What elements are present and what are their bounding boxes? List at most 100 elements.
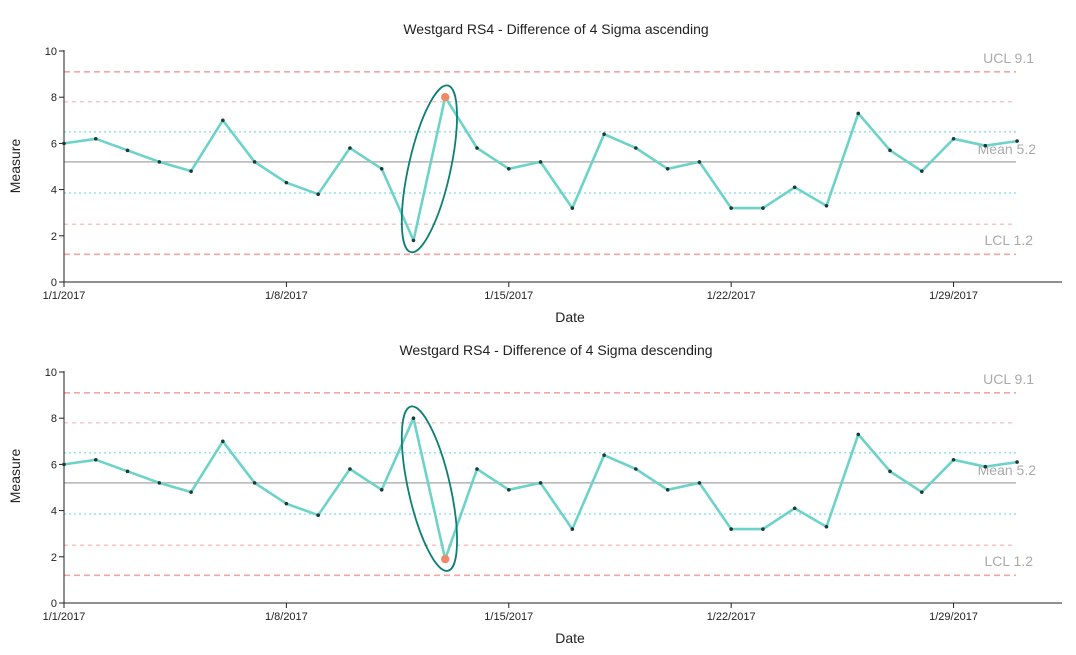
series-line <box>63 416 1018 561</box>
data-point <box>888 469 892 474</box>
data-point <box>252 481 257 485</box>
data-point <box>475 146 479 150</box>
data-point <box>252 160 257 164</box>
data-point <box>284 180 289 185</box>
series-line <box>63 95 1018 242</box>
data-point <box>697 481 702 485</box>
data-point <box>824 203 829 208</box>
y-tick-label: 2 <box>51 231 57 243</box>
data-point <box>538 481 543 485</box>
data-point <box>792 506 797 511</box>
data-point <box>951 457 956 462</box>
y-tick-label: 6 <box>51 138 57 150</box>
x-tick-label: 1/15/2017 <box>484 611 533 623</box>
data-point <box>634 467 638 471</box>
lcl-label-descending: LCL 1.2 <box>984 553 1033 569</box>
lcl-label-ascending: LCL 1.2 <box>984 232 1033 248</box>
data-point <box>379 167 384 171</box>
data-point <box>983 464 988 469</box>
x-tick-label: 1/22/2017 <box>707 611 756 623</box>
data-point <box>824 524 829 529</box>
data-point <box>506 488 511 492</box>
data-point <box>93 457 98 462</box>
x-tick-label: 1/1/2017 <box>43 611 86 623</box>
x-tick-label: 1/1/2017 <box>43 290 86 302</box>
y-tick-label: 0 <box>51 277 57 289</box>
data-point <box>761 527 765 531</box>
rule-violation-ellipse <box>400 405 458 572</box>
y-tick-label: 2 <box>51 552 57 564</box>
y-tick-label: 8 <box>51 92 57 104</box>
data-point <box>888 148 892 153</box>
data-point <box>1015 139 1019 143</box>
data-point <box>856 432 861 437</box>
data-point <box>538 160 543 164</box>
data-point <box>506 167 511 171</box>
x-tick-label: 1/8/2017 <box>265 290 308 302</box>
data-point <box>475 467 479 471</box>
y-tick-label: 4 <box>51 506 57 518</box>
data-point <box>919 490 924 494</box>
data-point <box>1015 460 1019 464</box>
data-point <box>93 136 98 141</box>
y-axis-title-ascending: Measure <box>7 139 23 194</box>
data-point <box>729 206 733 210</box>
data-point <box>570 206 575 210</box>
data-point <box>411 416 416 421</box>
data-point <box>983 143 988 148</box>
x-tick-label: 1/29/2017 <box>929 290 978 302</box>
data-point <box>157 160 162 164</box>
chart-title-descending: Westgard RS4 - Difference of 4 Sigma des… <box>399 342 712 358</box>
data-point <box>856 111 861 116</box>
data-point <box>125 148 130 153</box>
data-point <box>665 488 670 492</box>
violation-point <box>441 554 450 564</box>
data-point <box>221 439 225 444</box>
x-tick-label: 1/22/2017 <box>707 290 756 302</box>
data-point <box>189 490 193 494</box>
ucl-label-descending: UCL 9.1 <box>983 371 1034 387</box>
data-point <box>379 488 384 492</box>
rule-violation-ellipse <box>400 84 458 254</box>
data-point <box>221 118 225 123</box>
data-point <box>602 132 606 136</box>
data-point <box>348 467 352 471</box>
control-chart-ascending: 0 2 4 6 8 10 1/1/2017 1/8/2017 1/15/2017 1/22/201… <box>43 46 1062 302</box>
data-point <box>348 146 352 150</box>
data-point <box>316 192 320 197</box>
y-tick-label: 6 <box>51 459 57 471</box>
x-axis-title-descending: Date <box>555 630 585 646</box>
ucl-label-ascending: UCL 9.1 <box>983 50 1034 66</box>
data-point <box>602 453 606 457</box>
y-axis-title-descending: Measure <box>7 449 23 504</box>
control-chart-descending: 0 2 4 6 8 10 1/1/2017 1/8/2017 1/15/2017 1/22/201… <box>43 367 1062 623</box>
data-point <box>284 501 289 506</box>
data-point <box>411 238 416 243</box>
chart-title-ascending: Westgard RS4 - Difference of 4 Sigma asc… <box>403 21 708 37</box>
data-point <box>62 462 66 467</box>
data-point <box>62 141 66 146</box>
data-point <box>729 527 733 531</box>
y-tick-label: 4 <box>51 185 57 197</box>
data-point <box>125 469 130 474</box>
data-point <box>570 527 575 531</box>
y-tick-label: 8 <box>51 413 57 425</box>
x-axis-title-ascending: Date <box>555 309 585 325</box>
data-point <box>697 160 702 164</box>
data-point <box>634 146 638 150</box>
y-tick-label: 10 <box>45 367 57 379</box>
data-point <box>919 169 924 173</box>
y-tick-label: 10 <box>45 46 57 58</box>
x-tick-label: 1/15/2017 <box>484 290 533 302</box>
data-point <box>761 206 765 210</box>
data-point <box>316 513 320 518</box>
data-point <box>951 136 956 141</box>
data-point <box>665 167 670 171</box>
x-tick-label: 1/29/2017 <box>929 611 978 623</box>
violation-point <box>441 93 450 102</box>
x-tick-label: 1/8/2017 <box>265 611 308 623</box>
data-point <box>189 169 193 173</box>
data-point <box>792 185 797 190</box>
